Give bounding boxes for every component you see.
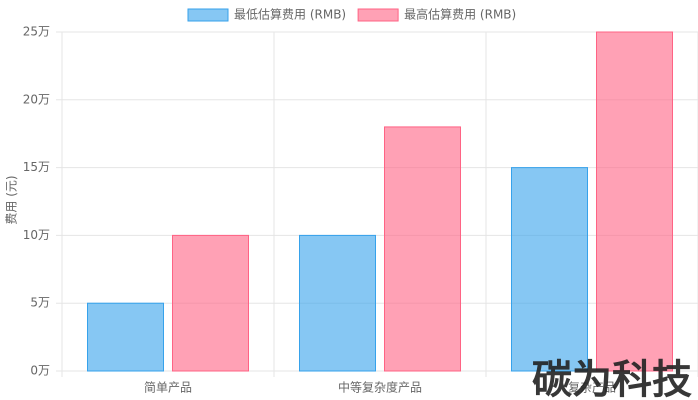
bar [384, 126, 461, 372]
bar [299, 234, 376, 372]
y-tick-label: 10万 [23, 228, 50, 242]
bar [511, 167, 588, 372]
bar [172, 234, 249, 372]
y-tick-label: 15万 [23, 160, 50, 174]
x-tick-label: 中等复杂度产品 [338, 380, 422, 395]
x-tick-label: 简单产品 [144, 381, 192, 395]
x-tick-label: 复杂产品 [568, 381, 616, 395]
legend-swatch [357, 8, 399, 22]
legend-label: 最低估算费用 (RMB) [234, 7, 346, 22]
y-tick-label: 0万 [30, 364, 50, 378]
bar [596, 31, 673, 372]
y-tick-label: 20万 [23, 92, 50, 106]
y-axis-title: 费用 (元) [5, 175, 19, 224]
y-tick-label: 5万 [30, 296, 50, 310]
legend-swatch [187, 8, 229, 22]
watermark: 碳为科技 [532, 357, 692, 400]
bar [87, 302, 164, 372]
y-tick-label: 25万 [23, 25, 50, 39]
legend-label: 最高估算费用 (RMB) [404, 7, 516, 22]
